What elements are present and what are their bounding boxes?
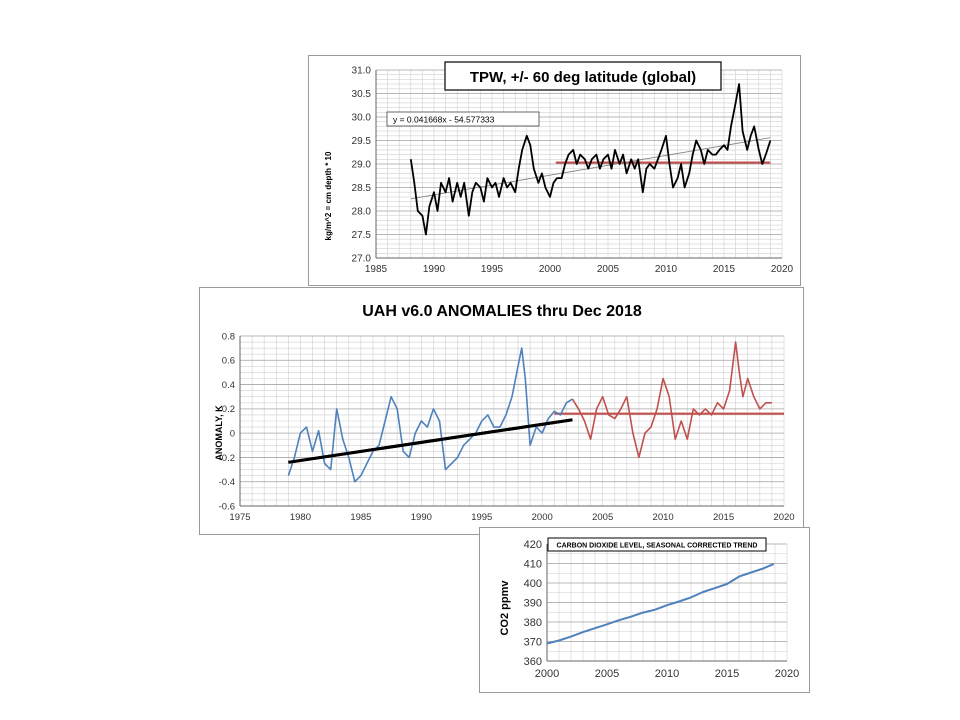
uah-x-tick-label: 2000 <box>532 512 553 523</box>
uah-series-0-line <box>287 347 573 483</box>
uah-title: UAH v6.0 ANOMALIES thru Dec 2018 <box>362 303 642 320</box>
uah-trend-line-overlay <box>288 418 573 464</box>
uah-x-tick-label: 1985 <box>350 512 371 523</box>
uah-grid <box>239 335 785 507</box>
co2-x-tick-label: 2020 <box>775 668 799 680</box>
co2-y-tick-label: 420 <box>524 539 542 551</box>
co2-y-tick-label: 390 <box>524 597 542 609</box>
co2-x-tick-label: 2010 <box>655 668 679 680</box>
co2-chart: 2000 2005 2010 2015 2020 360 370 380 390 400 410 42… <box>499 537 800 680</box>
tpw-chart-panel: 1985 1990 1995 2000 2005 2010 2015 2020 27.0 27.5… <box>308 55 801 286</box>
co2-y-tick-label: 410 <box>524 558 542 570</box>
uah-y-tick-label: 0.8 <box>222 331 235 342</box>
co2-x-tick-label: 2005 <box>595 668 619 680</box>
tpw-y-tick-label: 30.5 <box>352 89 372 100</box>
uah-y-tick-label: 0 <box>230 428 235 439</box>
co2-x-tick-label: 2000 <box>535 668 559 680</box>
uah-x-tick-label: 1975 <box>229 512 250 523</box>
tpw-x-tick-label: 2015 <box>713 264 736 275</box>
tpw-linear-trend-line <box>410 137 771 200</box>
co2-chart-panel: 2000 2005 2010 2015 2020 360 370 380 390 400 410 42… <box>479 527 810 693</box>
uah-x-tick-label: 1995 <box>471 512 492 523</box>
uah-x-tick-label: 2010 <box>653 512 674 523</box>
uah-x-tick-label: 2005 <box>592 512 613 523</box>
uah-marks <box>287 341 784 483</box>
uah-y-tick-label: -0.4 <box>219 477 235 488</box>
tpw-marks <box>409 83 772 236</box>
uah-chart: 1975 1980 1985 1990 1995 2000 2005 2010 2015 2020… <box>214 303 795 523</box>
co2-y-axis-label: CO2 ppmv <box>499 580 511 636</box>
tpw-trend-equation: y = 0.041668x - 54.577333 <box>393 115 495 125</box>
tpw-series-0-line <box>409 83 772 236</box>
uah-x-tick-label: 2020 <box>773 512 794 523</box>
uah-chart-panel: 1975 1980 1985 1990 1995 2000 2005 2010 2015 2020… <box>199 287 804 535</box>
tpw-x-tick-label: 1985 <box>365 264 388 275</box>
tpw-y-tick-label: 29.0 <box>352 160 372 171</box>
tpw-y-tick-label: 27.0 <box>352 254 372 265</box>
uah-x-tick-label: 1980 <box>290 512 311 523</box>
tpw-title-box <box>444 61 722 91</box>
tpw-x-tick-label: 1990 <box>423 264 446 275</box>
tpw-title: TPW, +/- 60 deg latitude (global) <box>470 69 696 86</box>
tpw-y-tick-label: 30.0 <box>352 113 372 124</box>
co2-grid <box>546 543 788 662</box>
co2-series-0-line <box>546 562 775 645</box>
tpw-x-tick-label: 1995 <box>481 264 504 275</box>
co2-y-tick-label: 370 <box>524 636 542 648</box>
co2-y-tick-label: 360 <box>524 656 542 668</box>
uah-y-tick-label: -0.6 <box>219 501 235 512</box>
tpw-x-tick-label: 2000 <box>539 264 562 275</box>
co2-tick-labels: 2000 2005 2010 2015 2020 360 370 380 390 400 410 42… <box>524 539 800 680</box>
uah-x-tick-label: 1990 <box>411 512 432 523</box>
uah-tick-labels: 1975 1980 1985 1990 1995 2000 2005 2010 2015 2020… <box>219 331 795 523</box>
tpw-y-tick-label: 28.5 <box>352 183 372 194</box>
tpw-grid <box>375 69 783 259</box>
tpw-y-tick-label: 28.0 <box>352 207 372 218</box>
tpw-tick-labels: 1985 1990 1995 2000 2005 2010 2015 2020 27.0 27.5… <box>352 66 794 276</box>
co2-y-tick-label: 380 <box>524 617 542 629</box>
co2-x-tick-label: 2015 <box>715 668 739 680</box>
co2-axes <box>546 544 787 662</box>
tpw-equation-box <box>386 111 540 127</box>
tpw-chart: 1985 1990 1995 2000 2005 2010 2015 2020 27.0 27.5… <box>324 61 794 276</box>
co2-title: CARBON DIOXIDE LEVEL, SEASONAL CORRECTED… <box>557 543 758 550</box>
uah-y-axis-label: ANOMALY, K <box>214 405 224 461</box>
tpw-x-tick-label: 2005 <box>597 264 620 275</box>
co2-title-box <box>547 537 767 552</box>
uah-y-tick-label: 0.2 <box>222 404 235 415</box>
uah-y-tick-label: 0.6 <box>222 356 235 367</box>
co2-y-tick-label: 400 <box>524 578 542 590</box>
tpw-y-axis-label: kg/m^2 = cm depth * 10 <box>324 151 333 240</box>
uah-y-tick-label: 0.4 <box>222 380 235 391</box>
co2-marks <box>546 562 775 645</box>
uah-series-1-line <box>571 341 772 459</box>
tpw-x-tick-label: 2020 <box>771 264 794 275</box>
tpw-axes <box>375 70 782 259</box>
tpw-y-tick-label: 27.5 <box>352 230 372 241</box>
uah-y-tick-label: -0.2 <box>219 453 235 464</box>
uah-x-tick-label: 2015 <box>713 512 734 523</box>
tpw-x-tick-label: 2010 <box>655 264 678 275</box>
tpw-y-tick-label: 31.0 <box>352 66 372 77</box>
tpw-y-tick-label: 29.5 <box>352 136 372 147</box>
uah-axes <box>239 336 784 507</box>
